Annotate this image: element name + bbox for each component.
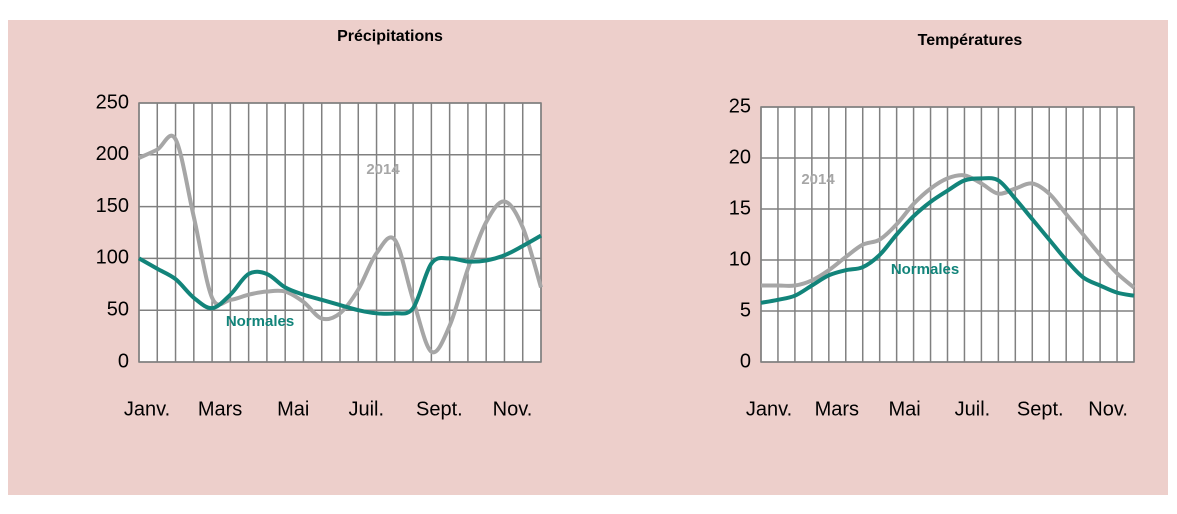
y-tick-label: 0	[118, 350, 129, 372]
x-tick-label: Janv.	[124, 398, 170, 420]
y-tick-label: 15	[729, 197, 751, 219]
series-line	[138, 133, 543, 355]
y-tick-label: 150	[96, 195, 129, 217]
x-tick-label: Janv.	[746, 398, 792, 420]
y-tick-label: 200	[96, 143, 129, 165]
series-label: Normales	[226, 313, 294, 330]
chart-title: Précipitations	[337, 28, 443, 45]
series-line	[138, 233, 542, 316]
y-tick-label: 10	[729, 248, 751, 270]
x-tick-label: Juil.	[955, 398, 991, 420]
y-tick-label: 100	[96, 247, 129, 269]
chart-title: Températures	[918, 32, 1023, 49]
series-line	[760, 176, 1135, 305]
x-tick-label: Mars	[198, 398, 242, 420]
series-label: 2014	[801, 171, 835, 188]
series-line	[760, 173, 1136, 290]
x-tick-label: Mai	[277, 398, 309, 420]
series-label: Normales	[891, 261, 959, 278]
y-tick-label: 250	[96, 91, 129, 113]
x-tick-label: Nov.	[1088, 398, 1128, 420]
x-tick-label: Nov.	[493, 398, 533, 420]
x-tick-label: Juil.	[348, 398, 384, 420]
x-tick-label: Mars	[815, 398, 859, 420]
y-tick-label: 5	[740, 299, 751, 321]
y-tick-label: 50	[107, 298, 129, 320]
y-tick-label: 25	[729, 95, 751, 117]
y-tick-label: 20	[729, 146, 751, 168]
series-label: 2014	[366, 161, 400, 178]
y-tick-label: 0	[740, 350, 751, 372]
x-tick-label: Mai	[889, 398, 921, 420]
x-tick-label: Sept.	[1017, 398, 1064, 420]
x-tick-label: Sept.	[416, 398, 463, 420]
